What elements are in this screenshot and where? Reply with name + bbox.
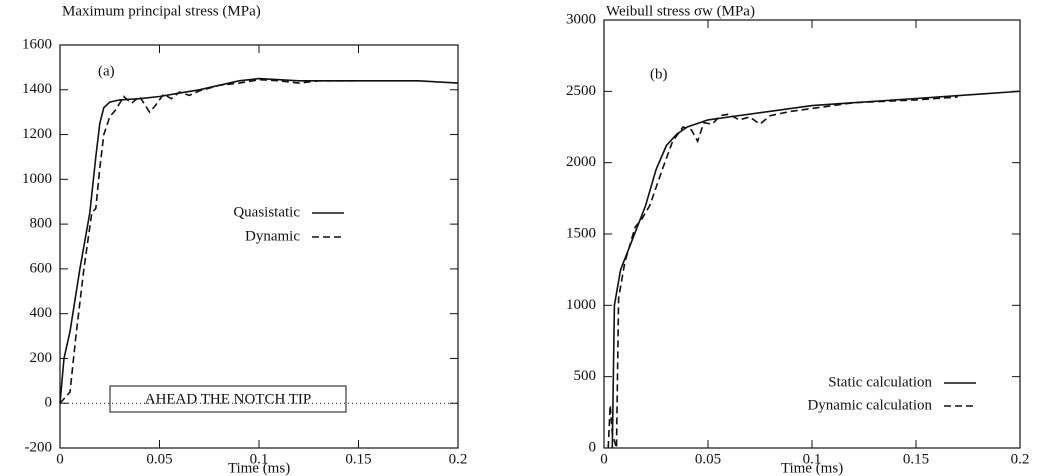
x-tick-label: 0 (56, 451, 64, 467)
y-tick-label: 2500 (566, 83, 596, 99)
data-line (59, 78, 359, 404)
x-tick-label: 0.2 (1011, 451, 1030, 467)
legend-label: Static calculation (828, 374, 932, 390)
x-tick-label: 0.2 (449, 451, 468, 467)
y-tick-label: 0 (45, 395, 53, 411)
y-tick-label: 800 (30, 216, 53, 232)
y-tick-label: 3000 (566, 11, 596, 27)
chart-title: Weibull stress σw (MPa) (606, 3, 755, 19)
y-tick-label: 1000 (22, 171, 52, 187)
y-tick-label: 1600 (22, 36, 52, 52)
y-tick-label: 1400 (22, 81, 52, 97)
legend-label: Dynamic calculation (807, 397, 932, 413)
x-tick-label: 0.15 (345, 451, 371, 467)
x-tick-label: 0.05 (695, 451, 721, 467)
x-tick-label: 0.15 (903, 451, 929, 467)
plot-frame (59, 44, 459, 449)
panel-label: (a) (98, 63, 115, 79)
x-tick-label: 0.1 (803, 451, 822, 467)
legend-label: Dynamic (245, 228, 300, 244)
y-tick-label: 500 (574, 368, 597, 384)
y-tick-label: 1000 (566, 297, 596, 313)
annotation-box (109, 385, 347, 413)
y-tick-label: 1500 (566, 225, 596, 241)
data-line (59, 77, 459, 404)
panel-label: (b) (650, 66, 668, 82)
x-axis-label: Time (ms) (781, 460, 843, 476)
x-tick-label: 0.1 (250, 451, 269, 467)
x-axis-label: Time (ms) (228, 460, 290, 476)
y-tick-label: 1200 (22, 126, 52, 142)
data-line (611, 90, 1021, 449)
data-line (607, 96, 958, 449)
y-tick-label: 600 (30, 260, 53, 276)
y-tick-label: 0 (589, 439, 597, 455)
y-tick-label: -200 (25, 439, 53, 455)
chart-title: Maximum principal stress (MPa) (62, 3, 261, 19)
annotation: AHEAD THE NOTCH TIP (145, 391, 312, 407)
legend-label: Quasistatic (233, 204, 300, 220)
y-tick-label: 2000 (566, 154, 596, 170)
y-tick-label: 400 (30, 305, 53, 321)
x-tick-label: 0 (600, 451, 608, 467)
y-tick-label: 200 (30, 350, 53, 366)
x-tick-label: 0.05 (146, 451, 172, 467)
